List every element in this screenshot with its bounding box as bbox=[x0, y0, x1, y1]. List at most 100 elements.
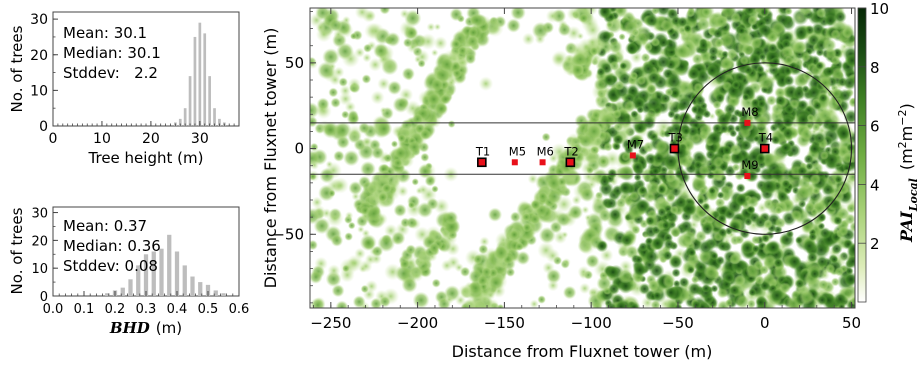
canopy-patch bbox=[604, 301, 618, 308]
colorbar-tick-label: 6 bbox=[870, 118, 880, 136]
canopy-patch bbox=[349, 32, 357, 40]
canopy-patch bbox=[579, 282, 591, 295]
canopy-patch bbox=[444, 210, 459, 225]
canopy-patch bbox=[756, 65, 765, 74]
marker-label: M7 bbox=[627, 137, 644, 151]
histogram-bar bbox=[205, 284, 211, 296]
stat-median: Median: 30.1 bbox=[63, 44, 161, 62]
canopy-patch bbox=[557, 22, 572, 37]
y-tick-label: 30 bbox=[30, 12, 48, 28]
canopy-patch bbox=[623, 144, 634, 155]
x-axis-title-unit: (m) bbox=[156, 319, 182, 337]
canopy-patch bbox=[373, 42, 389, 59]
canopy-patch bbox=[361, 137, 372, 147]
canopy-patch bbox=[409, 268, 424, 283]
canopy-patch bbox=[336, 135, 350, 149]
canopy-patch bbox=[433, 198, 450, 215]
canopy-patch bbox=[584, 214, 592, 222]
canopy-patch bbox=[617, 268, 634, 284]
canopy-patch bbox=[331, 284, 345, 298]
canopy-patch bbox=[442, 86, 454, 99]
canopy-patch bbox=[615, 197, 627, 209]
canopy-patch bbox=[577, 265, 590, 278]
canopy-patch bbox=[818, 93, 828, 103]
colorbar-label: PAILocal (m2m−2) bbox=[896, 103, 920, 243]
canopy-patch bbox=[747, 15, 758, 26]
canopy-patch bbox=[650, 37, 661, 47]
canopy-patch bbox=[357, 225, 365, 234]
canopy-patch bbox=[444, 294, 455, 305]
canopy-patch bbox=[644, 180, 661, 196]
canopy-patch bbox=[571, 64, 584, 77]
canopy-patch bbox=[529, 299, 539, 308]
canopy-patch bbox=[638, 242, 648, 252]
canopy-patch bbox=[761, 233, 770, 243]
canopy-patch bbox=[531, 21, 550, 40]
canopy-patch bbox=[825, 263, 836, 274]
canopy-patch bbox=[750, 36, 763, 49]
canopy-patch bbox=[427, 92, 441, 107]
canopy-patch bbox=[784, 55, 794, 66]
canopy-patch bbox=[754, 275, 765, 286]
canopy-patch bbox=[589, 46, 599, 56]
canopy-patch bbox=[698, 40, 709, 51]
canopy-patch bbox=[757, 74, 774, 90]
canopy-patch bbox=[842, 152, 855, 165]
canopy-patch bbox=[671, 268, 681, 278]
canopy-patch bbox=[447, 120, 456, 128]
canopy-patch bbox=[717, 240, 729, 252]
histogram-bar bbox=[198, 22, 202, 126]
canopy-patch bbox=[383, 153, 393, 163]
canopy-patch bbox=[690, 105, 699, 114]
canopy-patch bbox=[843, 271, 855, 287]
canopy-patch bbox=[431, 278, 441, 288]
canopy-patch bbox=[361, 74, 372, 84]
canopy-heatmap bbox=[310, 8, 855, 308]
canopy-patch bbox=[812, 131, 827, 145]
canopy-patch bbox=[598, 175, 611, 188]
canopy-patch bbox=[641, 61, 656, 77]
canopy-patch bbox=[651, 237, 664, 250]
canopy-patch bbox=[664, 285, 678, 300]
canopy-patch bbox=[379, 295, 391, 308]
canopy-patch bbox=[824, 66, 835, 77]
canopy-patch bbox=[743, 217, 753, 227]
canopy-patch bbox=[402, 37, 413, 48]
canopy-patch bbox=[433, 36, 448, 51]
canopy-patch bbox=[833, 10, 847, 24]
canopy-patch bbox=[521, 32, 535, 46]
canopy-patch bbox=[623, 19, 640, 36]
colorbar-ticks: 2 4 6 8 10 bbox=[858, 0, 889, 253]
canopy-patch bbox=[787, 254, 802, 269]
canopy-patch bbox=[434, 101, 449, 116]
canopy-patch bbox=[785, 229, 795, 239]
canopy-patch bbox=[770, 135, 781, 145]
canopy-patch bbox=[393, 158, 403, 168]
canopy-patch bbox=[322, 48, 340, 66]
canopy-patch bbox=[379, 8, 391, 15]
canopy-patch bbox=[822, 38, 837, 53]
canopy-patch bbox=[781, 127, 795, 140]
canopy-patch bbox=[405, 244, 417, 256]
canopy-patch bbox=[360, 161, 376, 177]
canopy-patch bbox=[816, 294, 828, 306]
marker-label: T3 bbox=[667, 131, 682, 145]
canopy-patch bbox=[806, 251, 819, 264]
canopy-patch bbox=[634, 255, 644, 265]
histogram-bar bbox=[193, 36, 197, 126]
canopy-patch bbox=[433, 23, 442, 31]
canopy-patch bbox=[464, 53, 477, 65]
canopy-patch bbox=[652, 291, 662, 300]
histogram-bar bbox=[188, 76, 192, 126]
colorbar-label-unit-mid: m bbox=[897, 126, 916, 142]
histogram-bar bbox=[174, 251, 180, 296]
canopy-patch bbox=[629, 303, 639, 308]
canopy-patch bbox=[362, 53, 372, 63]
canopy-patch bbox=[645, 216, 656, 226]
canopy-patch bbox=[696, 197, 705, 205]
canopy-patch bbox=[328, 18, 343, 33]
canopy-patch bbox=[803, 153, 815, 165]
canopy-patch bbox=[714, 92, 726, 103]
